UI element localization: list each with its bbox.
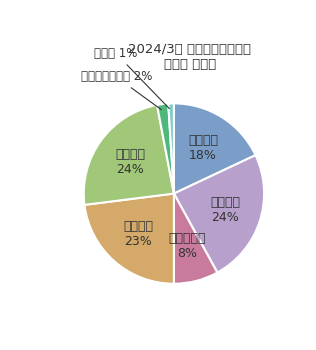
Text: 事業施設
24%: 事業施設 24% <box>115 148 145 176</box>
Wedge shape <box>174 155 264 273</box>
Wedge shape <box>174 103 256 194</box>
Wedge shape <box>174 194 217 284</box>
Wedge shape <box>168 103 174 194</box>
Wedge shape <box>84 105 174 205</box>
Text: マンション
8%: マンション 8% <box>169 232 206 260</box>
Wedge shape <box>84 194 174 284</box>
Text: その他 1%: その他 1% <box>94 47 169 108</box>
Text: 環境エネルギー 2%: 環境エネルギー 2% <box>81 70 161 110</box>
Wedge shape <box>157 104 174 194</box>
Text: 2024/3期 事業セグメント別
売上高 構成比: 2024/3期 事業セグメント別 売上高 構成比 <box>128 43 251 71</box>
Text: 戸建住宅
18%: 戸建住宅 18% <box>188 134 218 162</box>
Text: 賃貸住宅
24%: 賃貸住宅 24% <box>210 196 240 224</box>
Text: 商業施設
23%: 商業施設 23% <box>123 220 153 248</box>
